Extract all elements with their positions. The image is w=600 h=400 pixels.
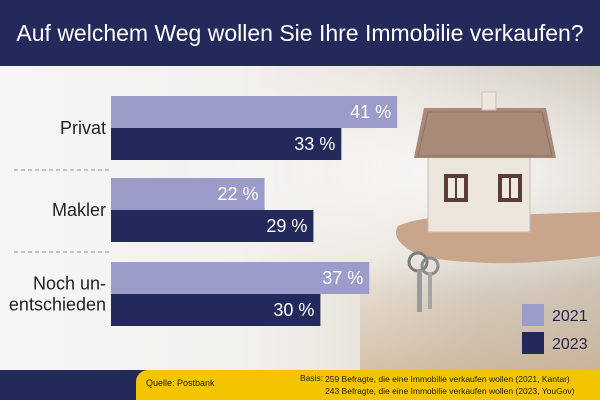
category-label: Makler: [52, 200, 106, 220]
basis-note: 259 Befragte, die eine Immobilie verkauf…: [325, 373, 575, 397]
bar-value-label: 41 %: [350, 102, 391, 122]
bar-value-label: 33 %: [294, 134, 335, 154]
bar-2023: [111, 210, 314, 242]
legend-swatch-2021: [522, 304, 544, 326]
legend-swatch-2023: [522, 332, 544, 354]
bar-chart: Privat Makler Noch un-entschieden 41 % 33 %…: [9, 91, 600, 354]
bar-2021: [111, 96, 398, 128]
bar-2021: [111, 262, 370, 294]
keys-icon: [407, 251, 440, 312]
basis-line-2021: 259 Befragte, die eine Immobilie verkauf…: [325, 374, 570, 384]
legend-label: 2021: [552, 308, 588, 325]
legend-label: 2023: [552, 336, 588, 353]
bar-2021: [111, 178, 265, 210]
house-keys-illustration: [396, 91, 600, 312]
footer-accent: [0, 370, 150, 400]
source-note: Quelle: Postbank: [146, 378, 215, 388]
bar-value-label: 30 %: [273, 300, 314, 320]
bar-2023: [111, 128, 342, 160]
chart-title: Auf welchem Weg wollen Sie Ihre Immobili…: [0, 0, 600, 66]
footer: Quelle: Postbank Basis: 259 Befragte, di…: [0, 370, 600, 400]
category-label: Privat: [60, 118, 106, 138]
basis-line-2023: 243 Befragte, die eine Immobilie verkauf…: [325, 386, 575, 396]
bar-value-label: 22 %: [218, 184, 259, 204]
bar-value-label: 37 %: [322, 268, 363, 288]
footer-band: [136, 370, 600, 400]
bar-2023: [111, 294, 321, 326]
bar-value-label: 29 %: [266, 216, 307, 236]
category-label: Noch un-entschieden: [9, 274, 106, 315]
basis-label: Basis:: [300, 373, 324, 383]
